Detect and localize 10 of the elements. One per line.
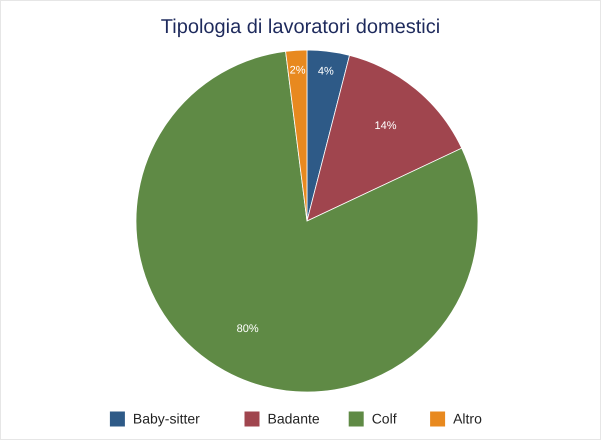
legend-label: Badante (268, 410, 320, 427)
legend-label: Altro (453, 410, 482, 427)
data-label: 14% (374, 120, 397, 132)
data-label: 80% (236, 322, 259, 335)
data-label: 4% (318, 66, 334, 78)
legend-label: Colf (372, 410, 397, 427)
pie-slice (136, 50, 478, 392)
legend-label: Baby-sitter (132, 410, 200, 427)
chart-title: Tipologia di lavoratori domestici (160, 16, 440, 38)
data-label: 2% (290, 64, 306, 77)
